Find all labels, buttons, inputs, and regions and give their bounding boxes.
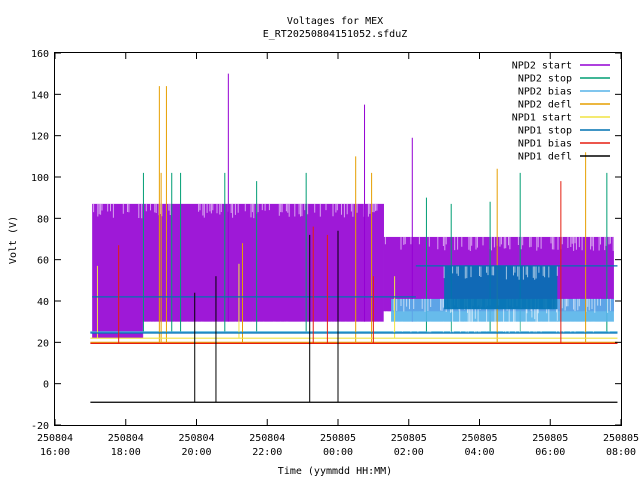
- x-axis-label: Time (yymmdd HH:MM): [278, 466, 392, 477]
- legend-label: NPD2 stop: [518, 74, 572, 85]
- x-tick-label-time: 18:00: [111, 447, 141, 458]
- x-tick-label-date: 250805: [532, 433, 568, 444]
- chart-subtitle: E_RT20250804151052.sfduZ: [263, 29, 408, 40]
- x-tick-label-time: 00:00: [323, 447, 353, 458]
- series-npd2-defl: [90, 86, 618, 343]
- series-npd1-bias: [90, 181, 618, 344]
- plot-frame: [54, 52, 622, 426]
- series-band: [143, 203, 384, 322]
- x-tick-label-time: 06:00: [535, 447, 565, 458]
- x-tick-label-date: 250804: [108, 433, 144, 444]
- y-tick-label: 140: [31, 90, 49, 101]
- series-band: [92, 203, 144, 339]
- series-npd1-start: [90, 263, 618, 339]
- y-tick-label: 60: [37, 256, 49, 267]
- x-tick-label-time: 02:00: [394, 447, 424, 458]
- y-tick-label: 0: [43, 380, 49, 391]
- x-tick-label-time: 16:00: [40, 447, 70, 458]
- y-tick-label: 40: [37, 297, 49, 308]
- axes-group: -20 0 20 40 60 80 100 120 140 160 250804 16:00 25080…: [31, 49, 639, 458]
- x-tick-label-time: 22:00: [252, 447, 282, 458]
- x-tick-label-date: 250805: [461, 433, 497, 444]
- legend: NPD2 start NPD2 stop NPD2 bias NPD2 defl NPD…: [512, 61, 610, 163]
- x-tick-label-time: 08:00: [606, 447, 636, 458]
- y-tick-label: 160: [31, 49, 49, 60]
- legend-label: NPD1 defl: [518, 152, 572, 163]
- series-band: [444, 265, 558, 310]
- chart-title: Voltages for MEX: [287, 16, 383, 27]
- band-texture: [443, 265, 558, 333]
- legend-label: NPD2 bias: [518, 87, 572, 98]
- y-tick-label: 120: [31, 132, 49, 143]
- series-npd1-defl: [90, 230, 618, 403]
- legend-label: NPD1 bias: [518, 139, 572, 150]
- y-tick-label: 100: [31, 173, 49, 184]
- series-npd1-stop: [90, 265, 618, 334]
- x-tick-label-time: 04:00: [464, 447, 494, 458]
- x-tick-label-date: 250804: [178, 433, 214, 444]
- x-tick-label-date: 250805: [391, 433, 427, 444]
- x-tick-label-time: 20:00: [181, 447, 211, 458]
- legend-label: NPD1 stop: [518, 126, 572, 137]
- x-tick-label-date: 250804: [37, 433, 73, 444]
- y-tick-label: -20: [31, 421, 49, 432]
- plot-series-group: [90, 73, 618, 403]
- y-tick-label: 20: [37, 338, 49, 349]
- y-tick-label: 80: [37, 214, 49, 225]
- x-tick-label-date: 250805: [603, 433, 639, 444]
- y-axis-label: Volt (V): [8, 216, 19, 264]
- x-tick-label-date: 250804: [249, 433, 285, 444]
- x-tick-label-date: 250805: [320, 433, 356, 444]
- legend-label: NPD2 start: [512, 61, 572, 72]
- legend-label: NPD1 start: [512, 113, 572, 124]
- legend-label: NPD2 defl: [518, 100, 572, 111]
